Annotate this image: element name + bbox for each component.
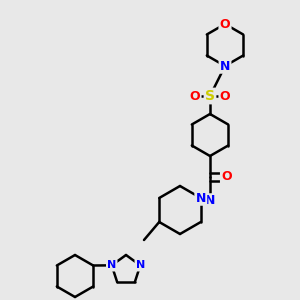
Text: O: O <box>220 89 230 103</box>
Text: O: O <box>220 17 230 31</box>
Text: N: N <box>107 260 116 270</box>
Text: S: S <box>205 89 215 103</box>
Text: N: N <box>136 260 145 270</box>
Text: N: N <box>205 194 215 208</box>
Text: O: O <box>190 89 200 103</box>
Text: O: O <box>221 170 232 184</box>
Text: N: N <box>220 59 230 73</box>
Text: N: N <box>196 191 206 205</box>
